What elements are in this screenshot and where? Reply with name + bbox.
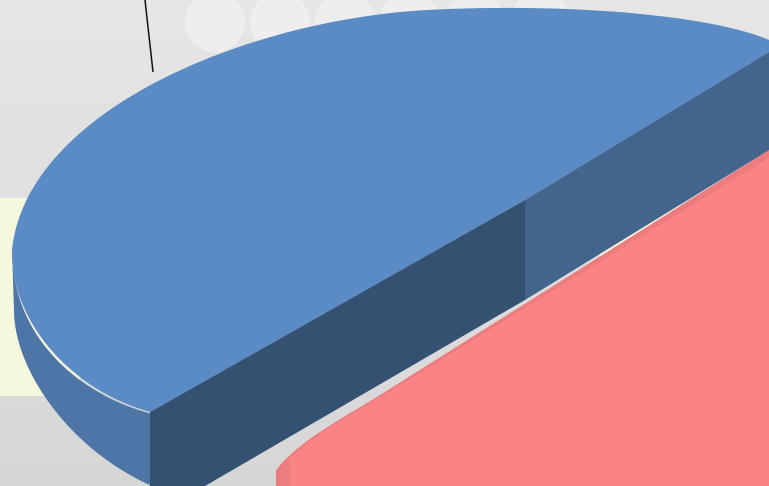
slice-side bbox=[150, 200, 525, 486]
slice bbox=[11, 7, 769, 412]
slice bbox=[290, 158, 769, 486]
leader-line bbox=[144, 0, 154, 73]
pie bbox=[11, 7, 769, 486]
slice-side bbox=[525, 52, 769, 300]
slice-side bbox=[12, 250, 152, 486]
